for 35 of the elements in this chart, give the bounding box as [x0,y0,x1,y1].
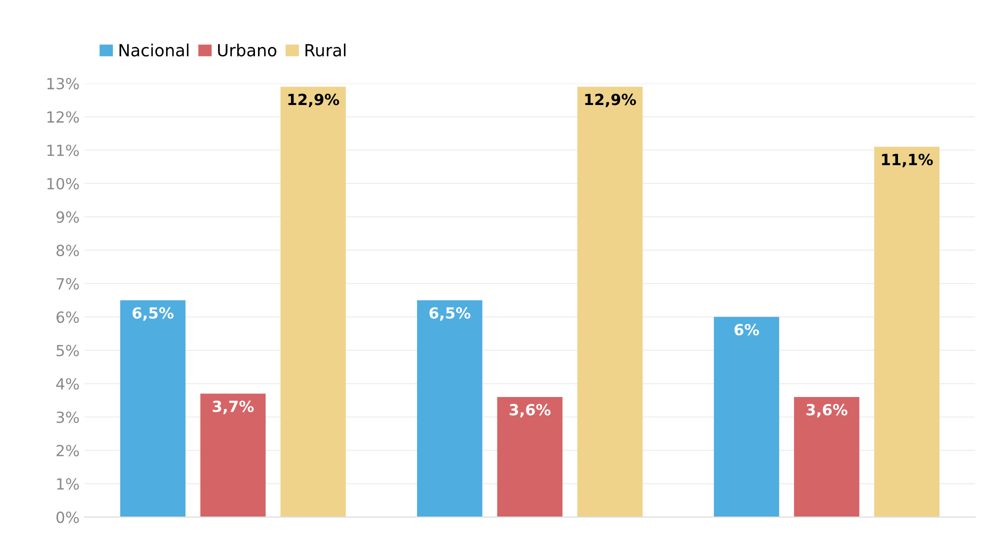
y-tick-label: 11% [47,144,79,156]
bar [120,300,186,518]
data-label: 12,9% [585,94,636,108]
data-label: 12,9% [288,94,340,108]
data-label: 11,1% [882,154,933,168]
y-tick-label: 8% [56,244,79,256]
bar [280,86,346,518]
legend-label: Urbano [218,44,276,56]
bar [714,316,780,518]
legend-label: Nacional [120,44,188,56]
y-tick-label: 3% [56,411,79,424]
bar [794,396,860,518]
y-tick-label: 4% [56,378,79,390]
data-label: 6,5% [132,307,174,321]
y-tick-label: 0% [56,512,79,524]
y-tick-label: 12% [47,111,79,123]
y-tick-label: 1% [57,478,79,490]
bar [874,146,940,518]
bar [497,396,562,518]
bar [200,394,266,518]
y-tick-label: 13% [47,78,79,90]
bar [417,300,482,518]
bar [577,86,643,518]
legend-label: Rural [306,44,346,56]
y-tick-label: 2% [56,444,79,456]
data-label: 3,7% [212,400,254,414]
y-tick-label: 9% [56,211,79,223]
data-label: 3,6% [510,404,551,418]
y-tick-label: 6% [56,311,79,323]
data-label: 6,5% [429,307,470,321]
y-tick-label: 10% [47,178,79,190]
data-label: 3,6% [806,404,848,418]
y-tick-label: 5% [56,344,79,356]
y-tick-label: 7% [56,278,79,290]
data-label: 6% [734,324,760,336]
